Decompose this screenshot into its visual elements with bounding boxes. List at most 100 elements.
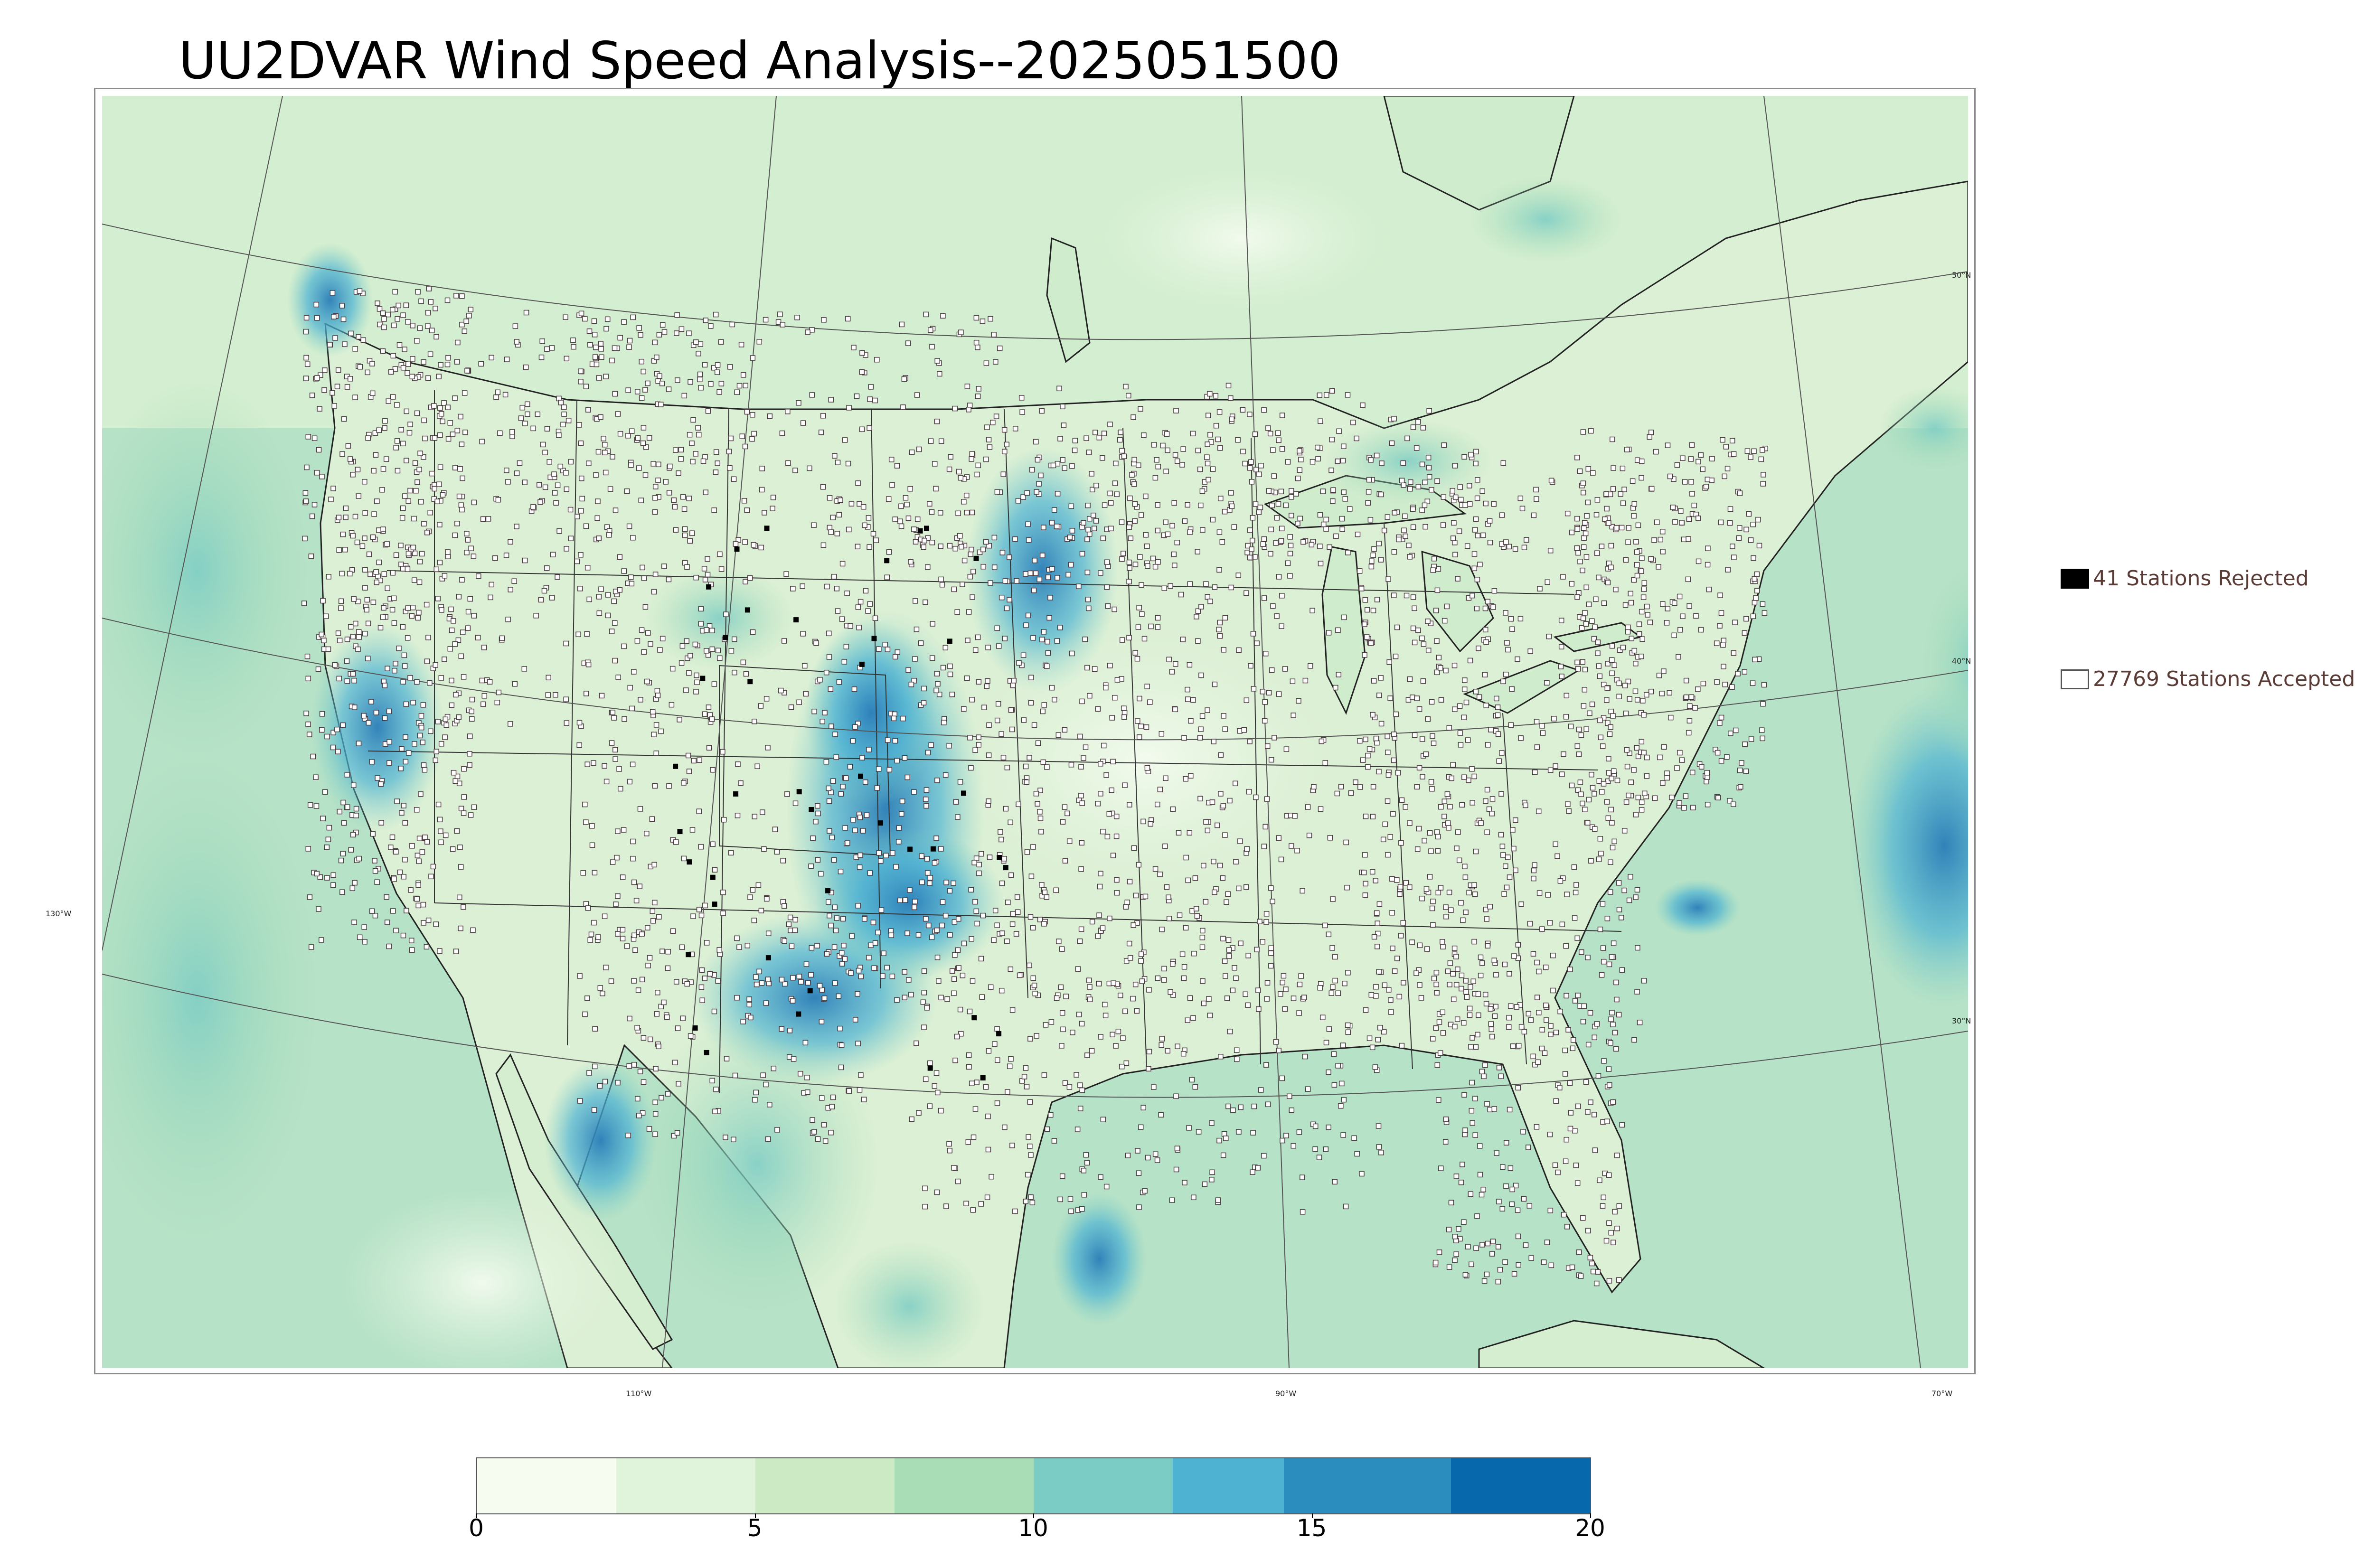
station-accepted-marker [770,495,776,500]
station-accepted-marker [1144,684,1150,689]
station-accepted-marker [1426,474,1432,480]
station-accepted-marker [862,916,867,922]
station-accepted-marker [810,1117,815,1123]
station-accepted-marker [459,293,465,299]
station-accepted-marker [893,864,899,870]
station-accepted-marker [1320,521,1327,527]
station-accepted-marker [1760,701,1766,707]
station-accepted-marker [565,418,572,423]
station-accepted-marker [1422,837,1427,844]
station-accepted-marker [1034,1033,1039,1039]
station-accepted-marker [1634,745,1639,751]
station-accepted-marker [1461,714,1467,720]
station-accepted-marker [1198,726,1204,732]
station-accepted-marker [975,634,981,640]
station-accepted-marker [348,624,354,630]
station-accepted-marker [906,977,912,983]
station-accepted-marker [927,1103,933,1109]
station-accepted-marker [1343,1203,1349,1210]
station-accepted-marker [1136,862,1142,868]
station-accepted-marker [834,586,840,592]
station-accepted-marker [1023,1065,1029,1071]
station-accepted-marker [495,389,501,395]
station-accepted-marker [375,775,380,781]
station-accepted-marker [1507,1165,1514,1171]
station-accepted-marker [459,577,465,583]
station-accepted-marker [1408,479,1413,485]
station-accepted-marker [1573,1163,1579,1168]
station-accepted-marker [708,381,714,387]
station-accepted-marker [1264,743,1271,749]
station-accepted-marker [1531,512,1537,518]
station-accepted-marker [309,393,315,398]
station-accepted-marker [1233,975,1239,981]
station-accepted-marker [1584,820,1591,826]
station-accepted-marker [625,1133,631,1138]
station-accepted-marker [1240,449,1246,454]
station-accepted-marker [809,392,815,398]
station-accepted-marker [960,973,966,978]
station-accepted-marker [1483,907,1488,912]
station-accepted-marker [1218,752,1224,758]
station-accepted-marker [617,587,623,593]
station-accepted-marker [1026,537,1032,543]
station-accepted-marker [459,507,465,513]
station-accepted-marker [969,451,975,457]
station-accepted-marker [1134,1008,1140,1014]
station-accepted-marker [322,789,328,795]
station-accepted-marker [340,851,346,856]
station-accepted-marker [1283,502,1289,508]
station-accepted-marker [1614,1225,1620,1231]
station-accepted-marker [1389,876,1395,882]
station-accepted-marker [868,384,874,390]
station-accepted-marker [740,372,746,378]
station-accepted-marker [986,722,992,728]
station-accepted-marker [1087,996,1093,1002]
station-accepted-marker [495,497,501,503]
station-accepted-marker [1007,597,1012,602]
station-accepted-marker [1426,408,1432,414]
station-accepted-marker [867,870,873,876]
station-accepted-marker [1668,714,1674,721]
station-accepted-marker [1606,1172,1612,1178]
station-accepted-marker [303,315,310,321]
station-accepted-marker [1119,448,1125,454]
station-accepted-marker [1323,516,1329,523]
station-accepted-marker [1268,526,1274,533]
station-accepted-marker [1688,456,1694,462]
station-accepted-marker [505,479,511,485]
station-accepted-marker [929,344,935,350]
station-accepted-marker [1031,722,1037,728]
station-accepted-marker [688,379,693,385]
station-accepted-marker [1323,1146,1329,1152]
station-accepted-marker [335,367,341,373]
station-accepted-marker [1135,1148,1140,1154]
station-accepted-marker [551,471,557,477]
station-accepted-marker [843,775,849,781]
station-accepted-marker [767,1102,772,1108]
station-accepted-marker [704,940,710,946]
station-accepted-marker [1509,626,1515,632]
station-accepted-marker [533,613,539,619]
station-rejected-marker [947,638,952,644]
station-accepted-marker [1322,760,1328,766]
station-accepted-marker [1592,1147,1598,1153]
station-accepted-marker [1366,477,1372,483]
station-accepted-marker [652,1131,658,1137]
station-accepted-marker [641,575,647,581]
station-accepted-marker [382,418,388,424]
station-accepted-marker [1752,600,1758,606]
station-accepted-marker [1113,814,1120,819]
station-accepted-marker [999,731,1004,737]
station-accepted-marker [970,594,975,600]
station-accepted-marker [929,509,935,515]
station-accepted-marker [1735,671,1741,676]
station-accepted-marker [1580,429,1586,435]
station-accepted-marker [461,904,466,910]
colorbar-tick-label: 20 [1575,1514,1605,1542]
station-accepted-marker [582,316,588,322]
station-accepted-marker [1680,455,1686,461]
station-accepted-marker [1320,1014,1326,1020]
station-accepted-marker [1693,613,1699,619]
station-accepted-marker [1705,802,1711,807]
